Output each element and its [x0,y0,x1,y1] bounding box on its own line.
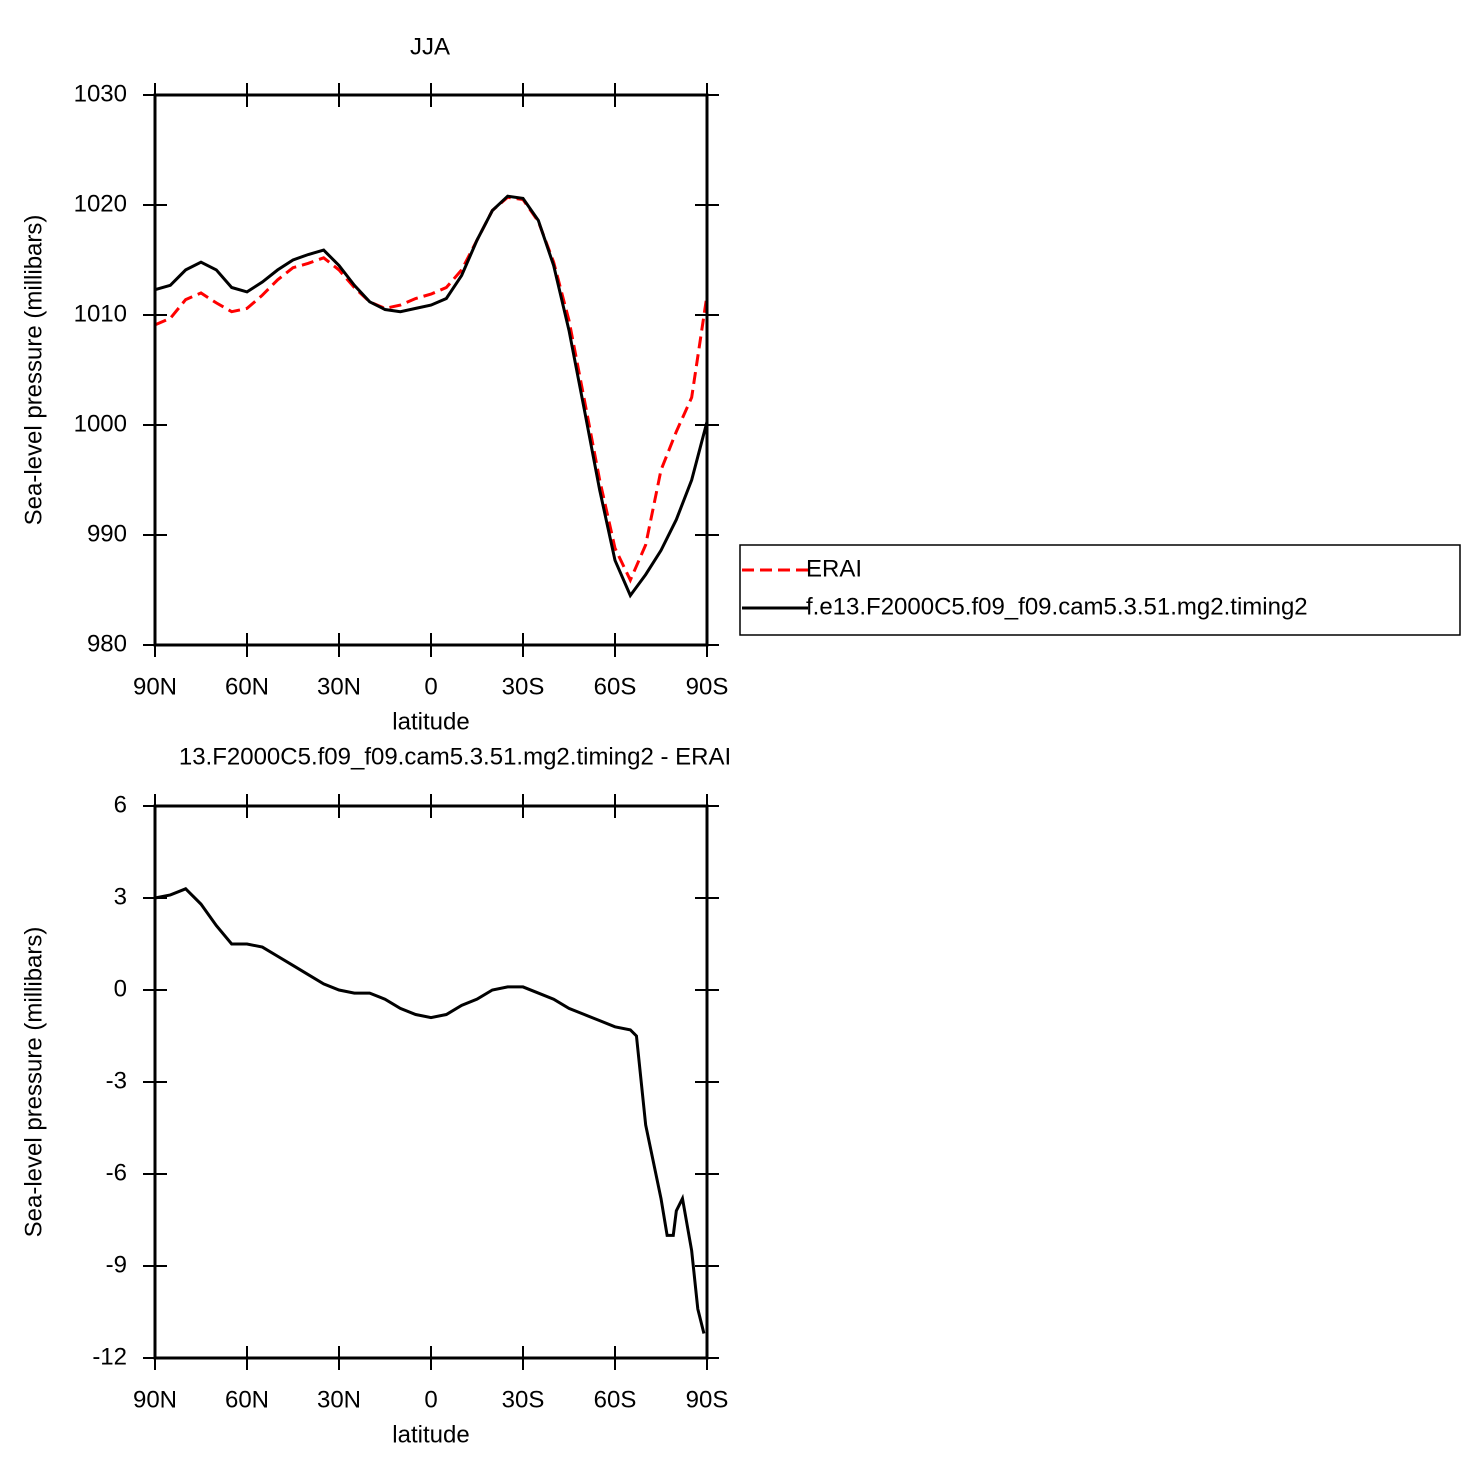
x-tick-label: 90S [686,1386,729,1413]
x-tick-label: 30S [502,1386,545,1413]
chart-title: JJA [410,33,450,60]
y-axis-label: Sea-level pressure (millibars) [20,927,47,1238]
x-tick-label: 90N [133,1386,177,1413]
data-line [154,195,709,584]
x-tick-label: 0 [424,1386,437,1413]
y-tick-label: 3 [114,883,127,910]
plot-frame [153,93,709,647]
y-tick-label: 6 [114,791,127,818]
y-tick-label: -12 [92,1343,127,1370]
data-line [154,194,709,599]
y-tick-label: 1000 [74,410,127,437]
x-tick-label: 30N [317,1386,361,1413]
x-tick-label: 90S [686,673,729,700]
y-tick-label: 1030 [74,80,127,107]
x-tick-label: 60N [225,673,269,700]
y-tick-label: -9 [106,1251,127,1278]
x-tick-label: 60S [594,673,637,700]
x-tick-label: 0 [424,673,437,700]
y-tick-label: -3 [106,1067,127,1094]
x-axis-label: latitude [392,708,469,735]
y-tick-label: 1020 [74,190,127,217]
y-axis-label: Sea-level pressure (millibars) [20,215,47,526]
y-tick-label: 0 [114,975,127,1002]
y-tick-label: 990 [87,520,127,547]
legend-label: ERAI [806,555,862,582]
x-tick-label: 30S [502,673,545,700]
x-tick-label: 60N [225,1386,269,1413]
data-line [154,887,706,1334]
plot-frame [153,804,709,1360]
y-tick-label: 1010 [74,300,127,327]
x-tick-label: 60S [594,1386,637,1413]
x-tick-label: 90N [133,673,177,700]
chart-title: 13.F2000C5.f09_f09.cam5.3.51.mg2.timing2… [179,743,731,770]
legend-box [739,544,1461,636]
x-axis-label: latitude [392,1421,469,1448]
x-tick-label: 30N [317,673,361,700]
y-tick-label: 980 [87,630,127,657]
legend-label: f.e13.F2000C5.f09_f09.cam5.3.51.mg2.timi… [806,593,1308,620]
y-tick-label: -6 [106,1159,127,1186]
